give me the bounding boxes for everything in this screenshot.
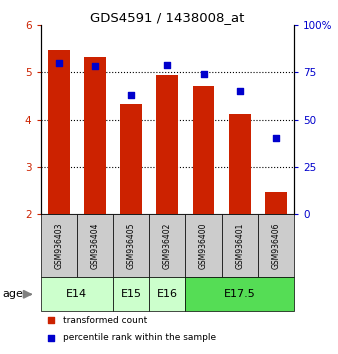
Bar xyxy=(265,192,287,214)
Text: E14: E14 xyxy=(66,289,87,299)
Bar xyxy=(113,278,149,311)
Point xyxy=(165,62,170,67)
Bar xyxy=(41,278,113,311)
Bar xyxy=(84,57,106,214)
Text: GSM936406: GSM936406 xyxy=(271,223,281,269)
Point xyxy=(237,88,242,94)
Title: GDS4591 / 1438008_at: GDS4591 / 1438008_at xyxy=(90,11,244,24)
Bar xyxy=(48,50,70,214)
Text: E15: E15 xyxy=(121,289,142,299)
Bar xyxy=(149,214,186,278)
Bar xyxy=(186,214,222,278)
Bar xyxy=(229,114,250,214)
Text: GSM936400: GSM936400 xyxy=(199,223,208,269)
Bar xyxy=(77,214,113,278)
Bar xyxy=(222,214,258,278)
Point xyxy=(128,92,134,98)
Text: GSM936401: GSM936401 xyxy=(235,223,244,269)
Text: E17.5: E17.5 xyxy=(224,289,256,299)
Point xyxy=(56,60,62,65)
Bar xyxy=(156,75,178,214)
Bar xyxy=(120,104,142,214)
Bar xyxy=(186,278,294,311)
Bar xyxy=(113,214,149,278)
Text: transformed count: transformed count xyxy=(63,315,148,325)
Text: percentile rank within the sample: percentile rank within the sample xyxy=(63,333,217,342)
Point xyxy=(92,64,98,69)
Bar xyxy=(41,214,77,278)
Text: E16: E16 xyxy=(157,289,178,299)
Bar xyxy=(258,214,294,278)
Text: GSM936404: GSM936404 xyxy=(90,223,99,269)
Text: GSM936402: GSM936402 xyxy=(163,223,172,269)
Text: age: age xyxy=(2,289,23,299)
Point xyxy=(273,136,279,141)
Text: GSM936405: GSM936405 xyxy=(127,223,136,269)
Point xyxy=(48,317,53,323)
Bar xyxy=(193,86,214,214)
Point xyxy=(201,71,206,77)
Text: GSM936403: GSM936403 xyxy=(54,223,63,269)
Point xyxy=(48,335,53,341)
Bar xyxy=(149,278,186,311)
